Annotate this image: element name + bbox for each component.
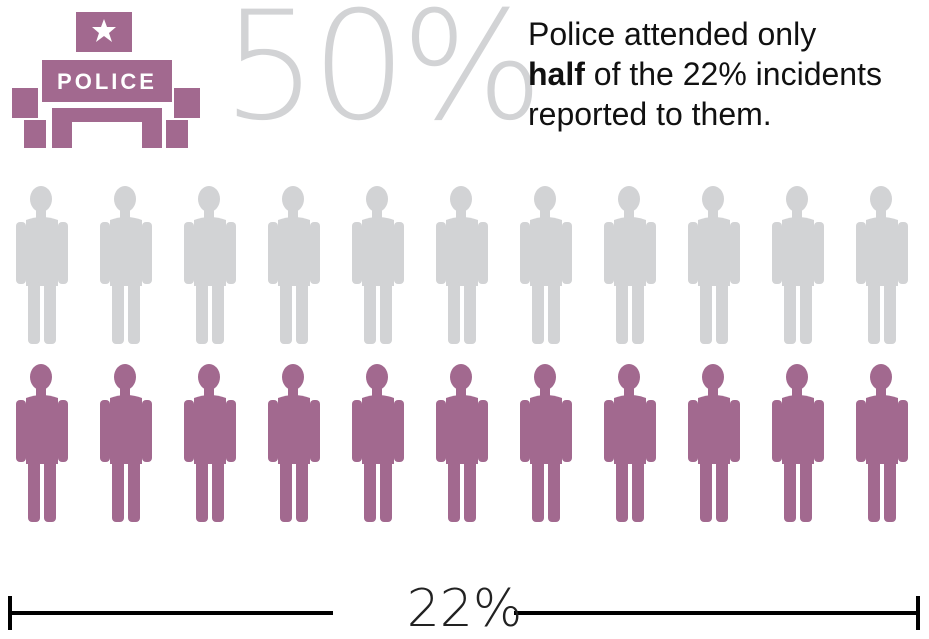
person-icon [688, 364, 740, 522]
caption-line-3: reported to them. [528, 96, 772, 132]
person-icon [856, 186, 908, 344]
person-icon [268, 186, 320, 344]
police-station-icon: POLICE [12, 12, 200, 148]
person-icon [352, 186, 404, 344]
person-icon [772, 364, 824, 522]
person-icon [856, 364, 908, 522]
people-row-attended [12, 364, 912, 524]
person-icon [772, 186, 824, 344]
caption-line-1: Police attended only [528, 16, 817, 52]
person-icon [100, 364, 152, 522]
person-icon [100, 186, 152, 344]
person-icon [604, 186, 656, 344]
caption: Police attended only half of the 22% inc… [528, 14, 928, 134]
person-icon [16, 364, 68, 522]
person-icon [604, 364, 656, 522]
caption-line-2: half of the 22% incidents [528, 54, 928, 94]
bracket-label: 22% [406, 579, 523, 639]
person-icon [268, 364, 320, 522]
bracket-line [8, 596, 920, 630]
police-sign-text: POLICE [57, 69, 157, 94]
person-icon [688, 186, 740, 344]
caption-line-2-rest: of the 22% incidents [584, 56, 882, 92]
person-icon [184, 364, 236, 522]
person-icon [184, 186, 236, 344]
person-icon [520, 364, 572, 522]
people-row-not-attended [12, 186, 912, 346]
person-icon [436, 364, 488, 522]
caption-emphasis: half [528, 56, 585, 92]
star-icon [92, 19, 116, 42]
person-icon [352, 364, 404, 522]
person-icon [16, 186, 68, 344]
person-icon [436, 186, 488, 344]
stat-value: 50% [222, 0, 543, 154]
person-icon [520, 186, 572, 344]
